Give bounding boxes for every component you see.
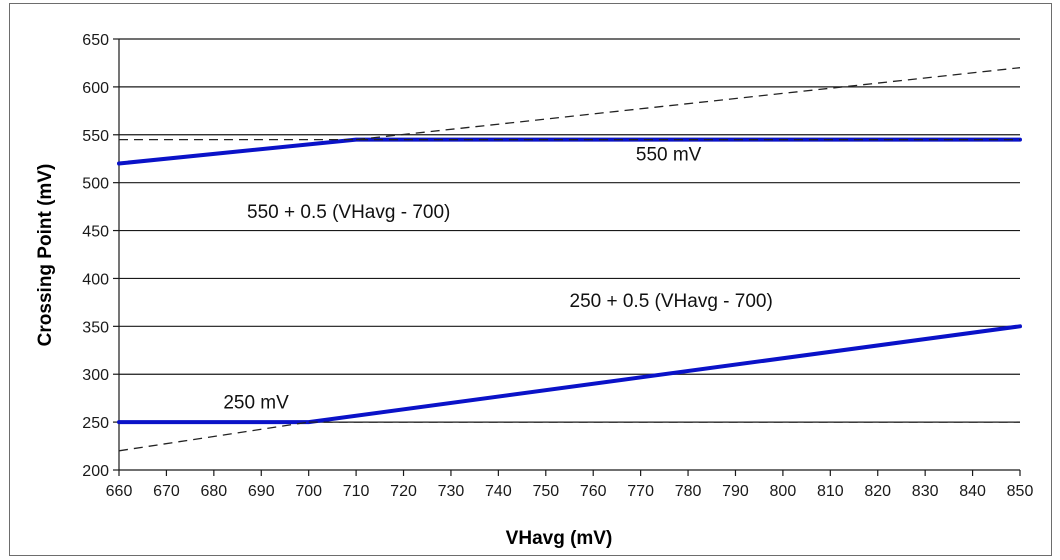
x-tick-label: 660 bbox=[106, 483, 133, 500]
x-tick-label: 670 bbox=[153, 483, 180, 500]
x-tick-label: 720 bbox=[390, 483, 417, 500]
annotation-layer: 550 mV 550 + 0.5 (VHavg - 700) 250 + 0.5 (… bbox=[223, 145, 773, 414]
y-tick-label: 650 bbox=[82, 32, 109, 49]
dashed-guide-line-4 bbox=[118, 421, 309, 452]
y-tick-label: 200 bbox=[82, 463, 109, 480]
y-tick-labels: 200 250 300 350 400 450 500 550 600 650 bbox=[82, 32, 109, 480]
chart-frame bbox=[9, 3, 1052, 556]
solid-series-line-0 bbox=[117, 137, 1022, 166]
x-tick-label: 790 bbox=[722, 483, 749, 500]
annotation-label: 250 + 0.5 (VHavg - 700) bbox=[570, 291, 773, 312]
x-tick-label: 760 bbox=[580, 483, 607, 500]
x-tick-label: 750 bbox=[532, 483, 559, 500]
x-tick-label: 800 bbox=[770, 483, 797, 500]
x-tick-label: 780 bbox=[675, 483, 702, 500]
x-tick-label: 810 bbox=[817, 483, 844, 500]
y-tick-label: 600 bbox=[82, 80, 109, 97]
x-tick-label: 740 bbox=[485, 483, 512, 500]
y-tick-label: 400 bbox=[82, 271, 109, 288]
annotation-label: 250 mV bbox=[223, 393, 289, 414]
y-tick-label: 450 bbox=[82, 224, 109, 241]
x-tick-label: 840 bbox=[959, 483, 986, 500]
x-tick-label: 690 bbox=[248, 483, 275, 500]
y-axis-label: Crossing Point (mV) bbox=[35, 164, 56, 347]
annotation-label: 550 mV bbox=[636, 145, 702, 166]
dashed-guide-line-3 bbox=[356, 67, 1021, 141]
x-tick-label: 730 bbox=[438, 483, 465, 500]
series-layer bbox=[117, 67, 1022, 452]
x-tick-labels: 660 670 680 690 700 710 720 730 740 750 760 770 780 7… bbox=[106, 483, 1034, 500]
x-tick-label: 850 bbox=[1007, 483, 1034, 500]
x-tick-label: 680 bbox=[200, 483, 227, 500]
x-tick-label: 700 bbox=[295, 483, 322, 500]
x-axis-label: VHavg (mV) bbox=[506, 528, 613, 549]
x-tick-label: 710 bbox=[343, 483, 370, 500]
x-tick-label: 770 bbox=[627, 483, 654, 500]
y-tick-label: 550 bbox=[82, 128, 109, 145]
annotation-label: 550 + 0.5 (VHavg - 700) bbox=[247, 202, 450, 223]
grid-lines bbox=[113, 38, 1021, 476]
x-tick-label: 830 bbox=[912, 483, 939, 500]
y-tick-label: 300 bbox=[82, 367, 109, 384]
y-tick-label: 350 bbox=[82, 319, 109, 336]
y-tick-label: 500 bbox=[82, 176, 109, 193]
x-tick-label: 820 bbox=[864, 483, 891, 500]
y-tick-label: 250 bbox=[82, 415, 109, 432]
